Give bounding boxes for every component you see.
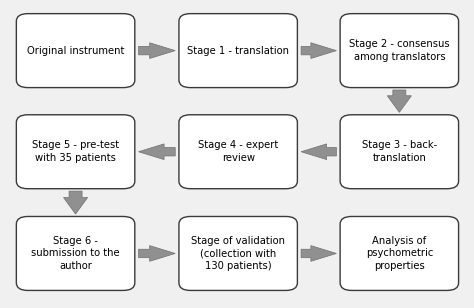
Polygon shape [301,245,337,261]
FancyBboxPatch shape [16,14,135,87]
Text: Stage of validation
(collection with
130 patients): Stage of validation (collection with 130… [191,236,285,271]
FancyBboxPatch shape [16,217,135,290]
Text: Stage 2 - consensus
among translators: Stage 2 - consensus among translators [349,39,450,62]
Text: Stage 1 - translation: Stage 1 - translation [187,46,289,56]
Text: Stage 3 - back-
translation: Stage 3 - back- translation [362,140,437,163]
FancyBboxPatch shape [340,14,458,87]
Text: Stage 6 -
submission to the
author: Stage 6 - submission to the author [31,236,120,271]
Text: Analysis of
psychometric
properties: Analysis of psychometric properties [365,236,433,271]
Polygon shape [64,191,88,214]
Polygon shape [138,245,175,261]
FancyBboxPatch shape [179,115,297,189]
Polygon shape [387,90,411,112]
FancyBboxPatch shape [179,14,297,87]
FancyBboxPatch shape [16,115,135,189]
Polygon shape [301,43,337,59]
Polygon shape [138,144,175,160]
Polygon shape [138,43,175,59]
Text: Original instrument: Original instrument [27,46,124,56]
Text: Stage 4 - expert
review: Stage 4 - expert review [198,140,278,163]
Polygon shape [301,144,337,160]
FancyBboxPatch shape [179,217,297,290]
FancyBboxPatch shape [340,217,458,290]
FancyBboxPatch shape [340,115,458,189]
Text: Stage 5 - pre-test
with 35 patients: Stage 5 - pre-test with 35 patients [32,140,119,163]
